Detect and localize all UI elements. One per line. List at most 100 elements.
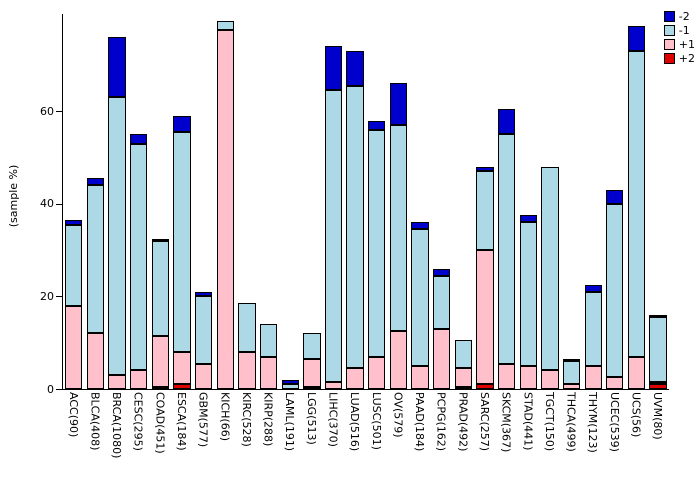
bar-segment-+1 <box>346 368 364 389</box>
y-tick-mark <box>56 389 62 390</box>
x-tick-ESCA(184): ESCA(184) <box>170 392 192 458</box>
legend-item-+1: +1 <box>663 38 695 51</box>
x-tick-LUSC(501): LUSC(501) <box>365 392 387 458</box>
bar-segment-+1 <box>324 382 343 389</box>
bar-segment-+2 <box>303 386 321 389</box>
bar-segment--1 <box>216 20 234 31</box>
x-tick-label: UCS(56) <box>629 392 643 438</box>
bar-segment-+1 <box>368 356 386 389</box>
x-tick-UCS(56): UCS(56) <box>625 392 647 458</box>
bar-SARC(257) <box>474 14 496 389</box>
y-axis: 0 20 40 60 <box>0 0 62 480</box>
x-tick-STAD(441): STAD(441) <box>516 392 538 458</box>
bar-segment--1 <box>195 296 213 364</box>
legend-item-+2: +2 <box>663 52 695 65</box>
bar-segment--2 <box>65 220 83 225</box>
bar-UCS(56) <box>626 14 648 389</box>
bar-segment--1 <box>324 90 343 383</box>
y-tick-label: 20 <box>40 289 54 303</box>
bar-segment--2 <box>324 46 343 91</box>
x-tick-label: SKCM(367) <box>499 392 513 453</box>
stacked-bar <box>151 14 170 389</box>
x-tick-CESC(295): CESC(295) <box>127 392 149 458</box>
x-tick-label: LIHC(370) <box>326 392 340 447</box>
bar-segment-+1 <box>476 250 494 385</box>
bar-segment-+2 <box>151 386 170 389</box>
bar-segment--1 <box>368 129 386 357</box>
stacked-bar <box>433 14 451 389</box>
bar-segment-+1 <box>584 365 602 389</box>
bar-segment-+1 <box>411 365 429 389</box>
bar-segment--2 <box>519 215 537 223</box>
x-tick-LGG(513): LGG(513) <box>300 392 322 458</box>
bar-segment--1 <box>541 166 559 371</box>
bar-segment--1 <box>562 361 581 385</box>
x-tick-label: UCEC(539) <box>607 392 621 452</box>
x-tick-label: BLCA(408) <box>88 392 102 451</box>
x-tick-OV(579): OV(579) <box>387 392 409 458</box>
bar-segment-+1 <box>649 382 667 385</box>
bar-segment--2 <box>497 108 516 135</box>
bar-segment--2 <box>130 134 148 144</box>
x-axis-labels: ACC(90) BLCA(408) BRCA(1080) CESC(295) COAD(… <box>62 392 668 458</box>
bar-segment-+1 <box>130 370 148 389</box>
x-tick-LUAD(516): LUAD(516) <box>343 392 365 458</box>
x-tick-PRAD(492): PRAD(492) <box>452 392 474 458</box>
stacked-bar <box>411 14 429 389</box>
x-tick-label: KIRP(288) <box>261 392 275 447</box>
bar-COAD(451) <box>150 14 172 389</box>
stacked-bar <box>259 14 278 389</box>
x-tick-LIHC(370): LIHC(370) <box>322 392 344 458</box>
bar-segment-+2 <box>649 384 667 389</box>
x-tick-label: BRCA(1080) <box>110 392 124 459</box>
stacked-bar <box>65 14 83 389</box>
bar-PRAD(492) <box>453 14 475 389</box>
x-tick-COAD(451): COAD(451) <box>149 392 171 458</box>
x-tick-label: SARC(257) <box>477 392 491 452</box>
bar-segment--2 <box>433 268 451 276</box>
bar-segment--1 <box>130 143 148 371</box>
x-tick-label: KIRC(528) <box>239 392 253 447</box>
stacked-bar <box>541 14 559 389</box>
bar-segment-+1 <box>497 363 516 389</box>
bar-segment--1 <box>519 222 537 366</box>
legend-swatch <box>663 11 675 22</box>
y-tick-mark <box>56 296 62 298</box>
y-tick-mark <box>56 111 62 113</box>
x-tick-BLCA(408): BLCA(408) <box>84 392 106 458</box>
bar-segment--1 <box>389 125 408 332</box>
stacked-bar <box>606 14 624 389</box>
stacked-bar <box>627 14 646 389</box>
x-tick-label: PRAD(492) <box>456 392 470 452</box>
y-tick-label: 40 <box>40 197 54 211</box>
plot-area <box>62 14 669 390</box>
x-tick-SARC(257): SARC(257) <box>473 392 495 458</box>
x-tick-label: ACC(90) <box>66 392 80 438</box>
x-tick-label: PAAD(184) <box>413 392 427 452</box>
bar-segment--1 <box>454 340 472 369</box>
x-tick-label: OV(579) <box>391 392 405 438</box>
x-tick-label: PCPG(162) <box>434 392 448 452</box>
stacked-bar <box>130 14 148 389</box>
bar-GBM(577) <box>193 14 215 389</box>
bar-segment-+1 <box>151 335 170 387</box>
x-tick-BRCA(1080): BRCA(1080) <box>105 392 127 458</box>
bar-segment--1 <box>86 185 105 334</box>
bar-segment--2 <box>606 189 624 204</box>
bar-segment-+1 <box>216 30 234 389</box>
x-tick-SKCM(367): SKCM(367) <box>495 392 517 458</box>
x-tick-THCA(499): THCA(499) <box>560 392 582 458</box>
bar-CESC(295) <box>128 14 150 389</box>
bar-segment--1 <box>476 171 494 251</box>
bar-segment-+2 <box>476 384 494 389</box>
stacked-bar <box>173 14 191 389</box>
x-tick-label: ESCA(184) <box>175 392 189 451</box>
bar-segment--1 <box>649 317 667 383</box>
stacked-bar <box>86 14 105 389</box>
bar-THCA(499) <box>561 14 583 389</box>
stacked-bar <box>195 14 213 389</box>
stacked-bar <box>281 14 299 389</box>
y-tick-label: 60 <box>40 104 54 118</box>
legend-item--1: -1 <box>663 24 695 37</box>
